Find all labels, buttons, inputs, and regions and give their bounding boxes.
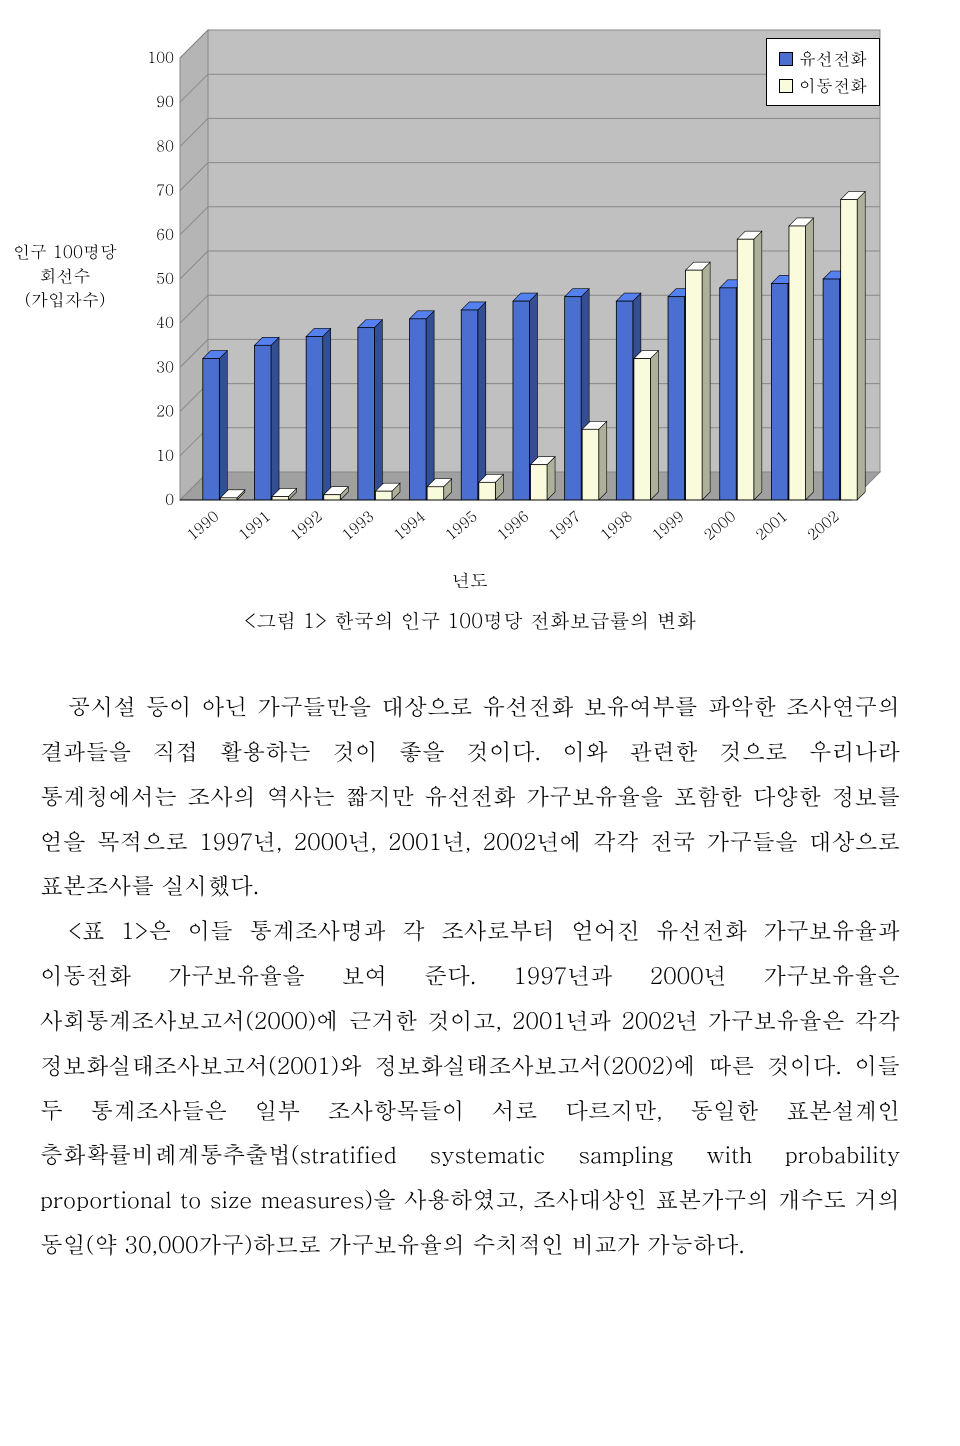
- y-axis-label-line: 회선수: [10, 264, 120, 288]
- legend-item: 이동전화: [779, 72, 867, 99]
- paragraph: <표 1>은 이들 통계조사명과 각 조사로부터 얻어진 유선전화 가구보유율과…: [40, 908, 900, 1267]
- svg-text:100: 100: [147, 47, 174, 68]
- svg-text:30: 30: [156, 356, 174, 377]
- svg-text:1996: 1996: [492, 506, 533, 545]
- legend: 유선전화 이동전화: [766, 38, 880, 106]
- svg-text:1992: 1992: [286, 506, 327, 545]
- legend-swatch-mobile-icon: [779, 79, 793, 93]
- svg-text:1990: 1990: [182, 506, 223, 545]
- svg-text:80: 80: [156, 135, 174, 156]
- svg-text:20: 20: [156, 401, 174, 422]
- y-axis-label: 인구 100명당 회선수 (가입자수): [10, 240, 120, 311]
- paragraph: 공시설 등이 아닌 가구들만을 대상으로 유선전화 보유여부를 파악한 조사연구…: [40, 684, 900, 908]
- svg-text:1997: 1997: [544, 506, 585, 545]
- svg-text:1994: 1994: [389, 506, 430, 545]
- chart-container: 인구 100명당 회선수 (가입자수) 유선전화 이동전화 0102030405…: [50, 20, 900, 560]
- svg-text:2000: 2000: [699, 506, 740, 545]
- svg-text:1991: 1991: [234, 506, 275, 545]
- legend-label: 이동전화: [799, 72, 867, 99]
- figure: 인구 100명당 회선수 (가입자수) 유선전화 이동전화 0102030405…: [40, 20, 900, 634]
- svg-text:1999: 1999: [647, 506, 688, 545]
- body-text: 공시설 등이 아닌 가구들만을 대상으로 유선전화 보유여부를 파악한 조사연구…: [40, 684, 900, 1267]
- legend-swatch-landline-icon: [779, 52, 793, 66]
- x-axis-title: 년도: [40, 568, 900, 593]
- svg-text:70: 70: [156, 180, 174, 201]
- svg-text:1995: 1995: [441, 506, 482, 545]
- svg-text:1998: 1998: [596, 506, 637, 545]
- figure-caption: <그림 1> 한국의 인구 100명당 전화보급률의 변화: [40, 605, 900, 634]
- svg-text:10: 10: [156, 445, 174, 466]
- svg-text:50: 50: [156, 268, 174, 289]
- y-axis-label-line: (가입자수): [10, 288, 120, 312]
- svg-text:90: 90: [156, 91, 174, 112]
- legend-label: 유선전화: [799, 45, 867, 72]
- svg-text:40: 40: [156, 312, 174, 333]
- y-axis-label-line: 인구 100명당: [10, 240, 120, 264]
- svg-text:1993: 1993: [337, 506, 378, 545]
- svg-text:2002: 2002: [802, 506, 843, 545]
- svg-text:60: 60: [156, 224, 174, 245]
- svg-text:2001: 2001: [751, 506, 792, 545]
- svg-text:0: 0: [165, 489, 174, 510]
- legend-item: 유선전화: [779, 45, 867, 72]
